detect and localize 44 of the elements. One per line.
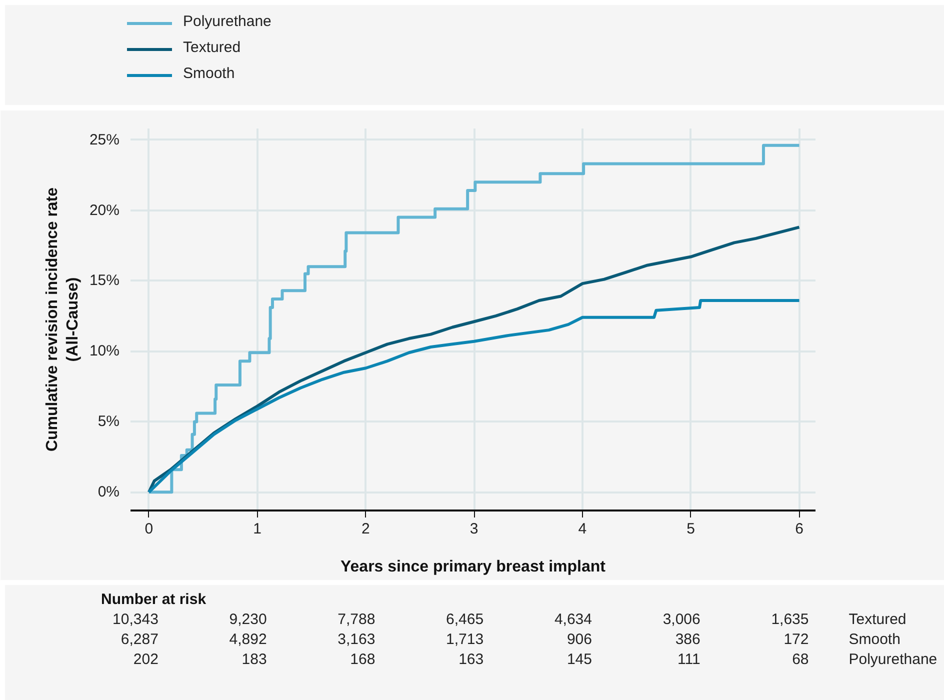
x-tick-label: 3 xyxy=(470,520,478,538)
text: Smooth xyxy=(848,631,900,648)
legend-label: Smooth xyxy=(183,65,235,82)
line-series xyxy=(147,298,801,494)
text: 168 xyxy=(350,651,376,668)
y-tick-label: 5% xyxy=(98,413,120,430)
text: 183 xyxy=(242,651,267,668)
y-tick-label: 10% xyxy=(89,342,120,360)
x-tick-label: 0 xyxy=(144,520,154,538)
text: 163 xyxy=(458,651,484,668)
text: 111 xyxy=(678,651,700,668)
y-tick-label: 15% xyxy=(89,272,120,290)
text: Polyurethane xyxy=(848,651,938,668)
text: 68 xyxy=(792,651,809,668)
text: 9,230 xyxy=(229,611,267,628)
text: 145 xyxy=(566,651,592,668)
y-tick-label: 0% xyxy=(98,484,120,501)
text: 1,635 xyxy=(771,611,809,628)
text: 386 xyxy=(675,631,700,648)
legend-label: Textured xyxy=(183,39,241,56)
text: 1,713 xyxy=(446,631,484,648)
x-tick-label: 4 xyxy=(578,520,587,538)
text: 6,287 xyxy=(120,631,158,648)
y-tick-label: 25% xyxy=(89,131,120,148)
text: 6,465 xyxy=(446,611,484,628)
x-tick-label: 5 xyxy=(686,520,696,538)
text: 3,006 xyxy=(662,611,700,628)
x-tick-label: 2 xyxy=(362,520,370,538)
text: 172 xyxy=(784,631,809,648)
text: Textured xyxy=(848,611,906,628)
text: Number at risk xyxy=(101,591,206,608)
text: 4,634 xyxy=(554,611,592,628)
y-tick-label: 20% xyxy=(89,202,120,219)
text: 906 xyxy=(566,631,592,648)
text: 7,788 xyxy=(338,611,376,628)
text: 202 xyxy=(133,651,158,668)
text: 3,163 xyxy=(338,631,376,648)
x-tick-label: 6 xyxy=(795,520,804,538)
text: 4,892 xyxy=(229,631,267,648)
y-axis-title: Cumulative revision incidence rate (All-Cause) xyxy=(44,187,82,452)
text: 10,343 xyxy=(112,611,158,628)
x-axis-title: Years since primary breast implant xyxy=(340,558,606,576)
x-tick-label: 1 xyxy=(253,520,262,538)
legend-label: Polyurethane xyxy=(183,13,272,30)
